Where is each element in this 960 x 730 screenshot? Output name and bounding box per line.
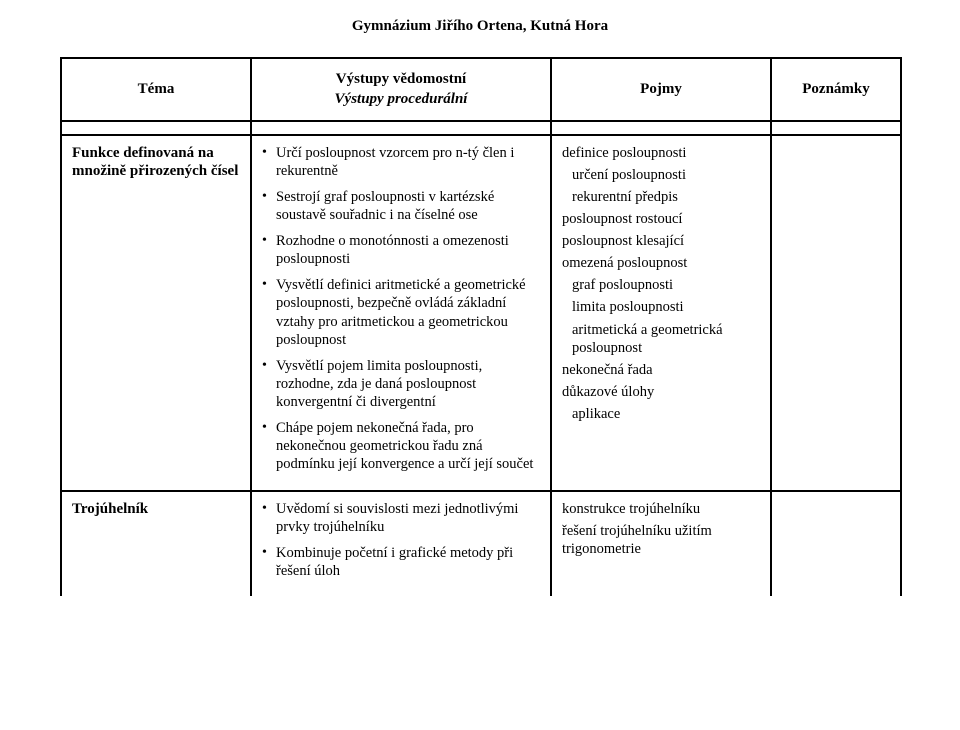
list-item: Sestrojí graf posloupnosti v kartézské s… [262,188,540,224]
list-item: Kombinuje početní i grafické metody při … [262,544,540,580]
list-item: Uvědomí si souvislosti mezi jednotlivými… [262,500,540,536]
col-tema: Téma [61,58,251,121]
topic-cell: Funkce definovaná na množině přirozených… [61,135,251,491]
col-vystupy-proceduralni: Výstupy procedurální [260,89,542,109]
spacer-row [61,121,901,135]
pojmy-line: omezená posloupnost [562,254,760,272]
list-item: Chápe pojem nekonečná řada, pro nekonečn… [262,419,540,473]
pojmy-line: posloupnost rostoucí [562,210,760,228]
list-item: Vysvětlí definici aritmetické a geometri… [262,276,540,349]
pojmy-cell: konstrukce trojúhelníku řešení trojúhelní… [551,491,771,597]
pojmy-line: rekurentní předpis [562,188,760,206]
pojmy-line: limita posloupnosti [562,298,760,316]
curriculum-table: Téma Výstupy vědomostní Výstupy procedur… [60,57,902,596]
table-row: Funkce definovaná na množině přirozených… [61,135,901,491]
poznamky-cell [771,491,901,597]
pojmy-line: aplikace [562,405,760,423]
list-item: Vysvětlí pojem limita posloupnosti, rozh… [262,357,540,411]
list-item: Určí posloupnost vzorcem pro n-tý člen i… [262,144,540,180]
outputs-list: Uvědomí si souvislosti mezi jednotlivými… [262,500,540,581]
outputs-cell: Určí posloupnost vzorcem pro n-tý člen i… [251,135,551,491]
pojmy-line: nekonečná řada [562,361,760,379]
poznamky-cell [771,135,901,491]
pojmy-line: definice posloupnosti [562,144,760,162]
list-item: Rozhodne o monotónnosti a omezenosti pos… [262,232,540,268]
table-row: Trojúhelník Uvědomí si souvislosti mezi … [61,491,901,597]
col-vystupy-vedomostni: Výstupy vědomostní [260,69,542,89]
pojmy-line: konstrukce trojúhelníku [562,500,760,518]
topic-cell: Trojúhelník [61,491,251,597]
school-header: Gymnázium Jiřího Ortena, Kutná Hora [60,18,900,35]
col-poznamky: Poznámky [771,58,901,121]
outputs-cell: Uvědomí si souvislosti mezi jednotlivými… [251,491,551,597]
pojmy-line: určení posloupnosti [562,166,760,184]
pojmy-line: řešení trojúhelníku užitím trigonometrie [562,522,760,558]
col-vystupy: Výstupy vědomostní Výstupy procedurální [251,58,551,121]
pojmy-line: graf posloupnosti [562,276,760,294]
pojmy-line: posloupnost klesající [562,232,760,250]
pojmy-line: důkazové úlohy [562,383,760,401]
topic-title-line2: množině přirozených čísel [72,162,240,181]
table-header-row: Téma Výstupy vědomostní Výstupy procedur… [61,58,901,121]
topic-title-line1: Funkce definovaná na [72,144,240,163]
topic-title: Trojúhelník [72,500,240,519]
pojmy-cell: definice posloupnosti určení posloupnosti… [551,135,771,491]
col-pojmy: Pojmy [551,58,771,121]
outputs-list: Určí posloupnost vzorcem pro n-tý člen i… [262,144,540,474]
pojmy-line: aritmetická a geometrická posloupnost [562,321,760,357]
